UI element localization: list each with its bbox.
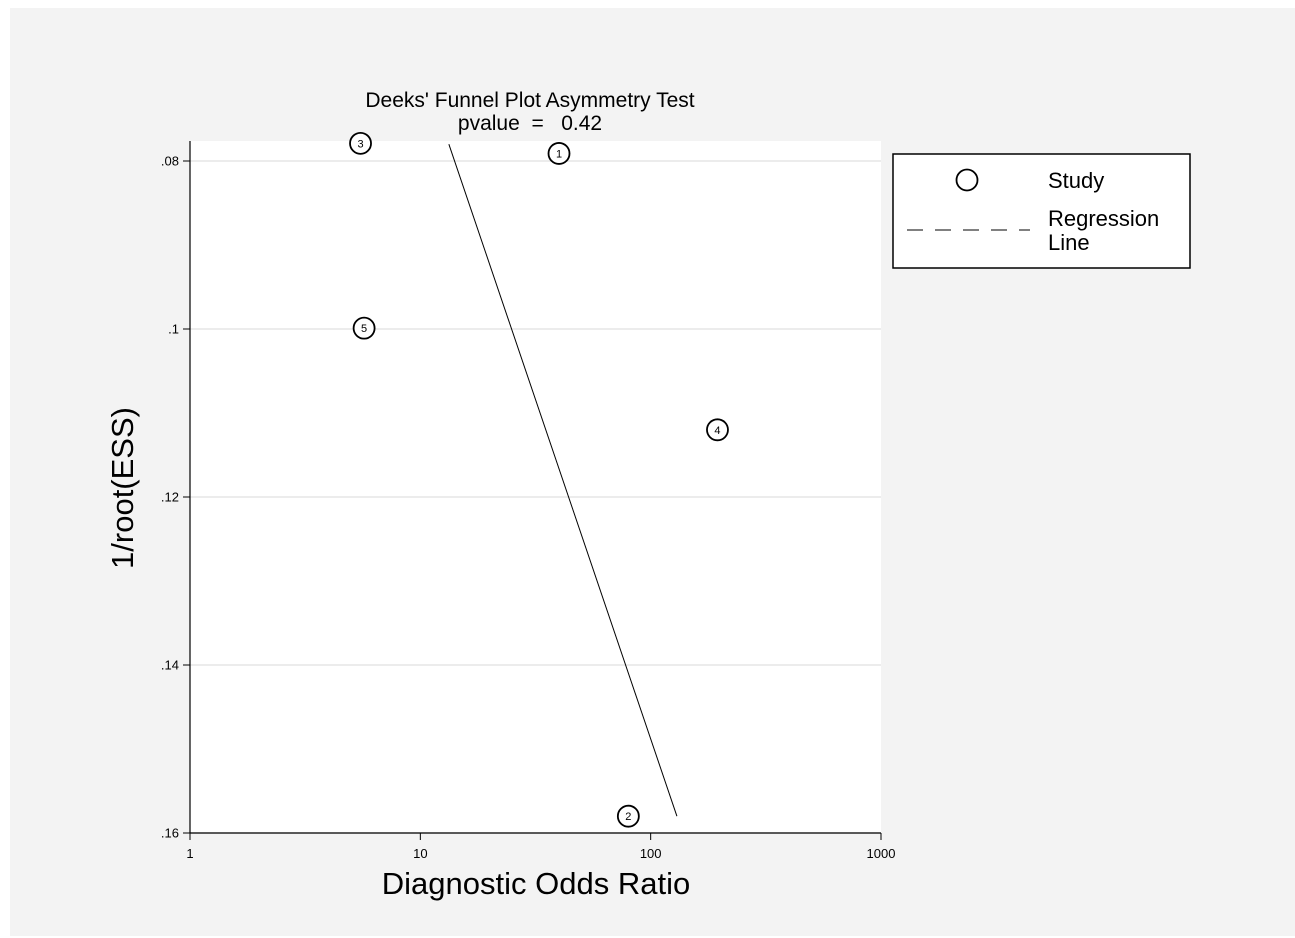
axes xyxy=(189,141,881,834)
study-point-2 xyxy=(616,804,640,828)
study-label-2: 2 xyxy=(625,811,631,823)
x-tick-label: 1 xyxy=(186,846,193,861)
x-axis-title: Diagnostic Odds Ratio xyxy=(382,866,690,901)
y-tick-label: .12 xyxy=(161,490,179,505)
y-tick-label: .08 xyxy=(161,154,179,169)
legend-study-label: Study xyxy=(1048,168,1104,193)
x-tick-label: 1000 xyxy=(867,846,896,861)
legend-study-marker xyxy=(955,168,979,192)
chart-subtitle: pvalue = 0.42 xyxy=(458,112,602,135)
study-label-5: 5 xyxy=(361,323,367,335)
y-axis-title: 1/root(ESS) xyxy=(105,407,140,569)
study-label-4: 4 xyxy=(714,425,720,437)
study-point-3 xyxy=(349,131,372,155)
study-point-1 xyxy=(547,142,571,165)
y-tick-label: .14 xyxy=(161,658,179,673)
chart-background: .08 .1 .12 .14 .16 1 10 100 1000 1 2 3 4 5 Deeks' Fu… xyxy=(10,8,1295,936)
legend: Study Regression Line xyxy=(892,153,1191,269)
x-tick-label: 10 xyxy=(413,846,427,861)
study-point-4 xyxy=(706,418,729,442)
x-tick-label: 100 xyxy=(640,846,662,861)
legend-box xyxy=(892,153,1191,269)
regression-line xyxy=(448,144,678,817)
legend-regression-label: Regression Line xyxy=(1048,206,1165,255)
chart-title: Deeks' Funnel Plot Asymmetry Test xyxy=(365,89,694,112)
study-point-5 xyxy=(352,316,376,340)
y-tick-label: .1 xyxy=(168,322,179,337)
study-label-3: 3 xyxy=(357,138,363,150)
ticks: .08 .1 .12 .14 .16 1 10 100 1000 xyxy=(161,154,896,862)
data-layer: 1 2 3 4 5 xyxy=(349,131,729,828)
y-tick-label: .16 xyxy=(161,826,179,841)
funnel-plot: .08 .1 .12 .14 .16 1 10 100 1000 1 2 3 4 5 Deeks' Fu… xyxy=(105,89,1191,901)
study-label-1: 1 xyxy=(556,148,562,160)
plot-area xyxy=(190,141,881,833)
